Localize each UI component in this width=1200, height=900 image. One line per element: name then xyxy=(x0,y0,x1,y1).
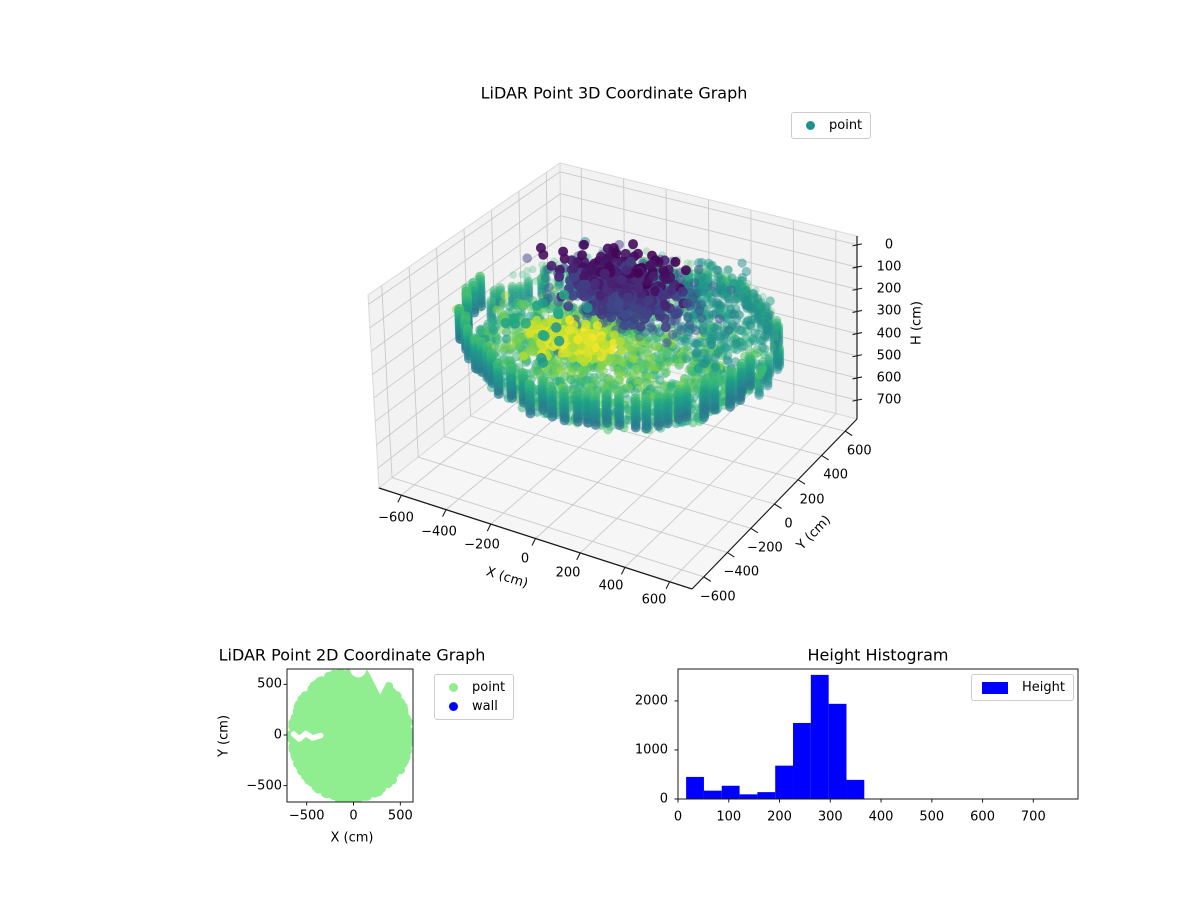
plot3d-x-tick-label: −600 xyxy=(378,512,414,525)
plot2d-legend: point wall xyxy=(434,674,514,720)
plot3d-y-tick-label: −200 xyxy=(747,542,783,555)
plot3d-h-tick-label: 600 xyxy=(877,371,902,384)
plot2d-x-tick-label: −500 xyxy=(289,809,325,822)
hist-legend-marker-swatch xyxy=(982,682,1008,694)
plot3d-x-tick-label: −200 xyxy=(464,539,500,552)
plot3d-x-tick-label: −400 xyxy=(421,525,457,538)
plot2d-y-tick-label: 500 xyxy=(257,678,282,691)
plot3d-y-tick-label: −600 xyxy=(700,590,736,603)
plot2d-legend-label: point xyxy=(472,680,505,695)
plot3d-legend-item: point xyxy=(800,116,862,135)
plot2d-legend-item: wall xyxy=(443,697,505,716)
plot3d-h-tick-label: 300 xyxy=(877,305,902,318)
plot3d-h-tick-label: 500 xyxy=(877,349,902,362)
plot3d-h-tick-label: 200 xyxy=(877,283,902,296)
hist-x-tick-label: 300 xyxy=(818,810,843,823)
hist-x-tick-label: 200 xyxy=(767,810,792,823)
plot3d-h-tick-label: 100 xyxy=(877,261,902,274)
plot2d-legend-marker-dot xyxy=(449,683,458,692)
plot3d-x-tick-label: 200 xyxy=(556,566,581,579)
hist-x-tick-label: 700 xyxy=(1021,810,1046,823)
plot3d-y-tick-label: 200 xyxy=(800,493,825,506)
plot2d-legend-label: wall xyxy=(472,699,498,714)
hist-title: Height Histogram xyxy=(808,646,949,665)
hist-y-tick-label: 1000 xyxy=(635,743,668,756)
plot3d-title: LiDAR Point 3D Coordinate Graph xyxy=(481,84,748,103)
plot3d-legend: point xyxy=(791,112,871,139)
plot2d-x-tick-label: 500 xyxy=(388,809,413,822)
hist-legend: Height xyxy=(971,674,1074,701)
plots-canvas xyxy=(0,0,1200,900)
plot3d-y-tick-label: 400 xyxy=(823,469,848,482)
plot2d-x-axis-label: X (cm) xyxy=(331,831,374,846)
hist-x-tick-label: 100 xyxy=(716,810,741,823)
plot2d-y-tick-label: −500 xyxy=(246,779,282,792)
plot3d-y-tick-label: 0 xyxy=(784,517,792,530)
hist-x-tick-label: 500 xyxy=(919,810,944,823)
plot3d-x-tick-label: 0 xyxy=(521,553,529,566)
hist-x-tick-label: 600 xyxy=(970,810,995,823)
plot3d-h-tick-label: 400 xyxy=(877,327,902,340)
plot3d-h-tick-label: 0 xyxy=(885,238,893,251)
hist-x-tick-label: 0 xyxy=(674,810,682,823)
plot3d-x-tick-label: 600 xyxy=(642,593,667,606)
plot2d-x-tick-label: 0 xyxy=(349,809,357,822)
plot3d-h-axis-label: H (cm) xyxy=(910,301,925,345)
hist-legend-item: Height xyxy=(980,678,1065,697)
plot3d-x-tick-label: 400 xyxy=(599,580,624,593)
plot3d-h-tick-label: 700 xyxy=(877,394,902,407)
matplotlib-figure: −600−400−2000200400600−600−400−200020040… xyxy=(0,0,1200,900)
plot3d-y-tick-label: −400 xyxy=(723,566,759,579)
plot3d-y-tick-label: 600 xyxy=(847,444,872,457)
plot3d-legend-marker-dot xyxy=(806,121,815,130)
hist-legend-label: Height xyxy=(1022,680,1065,695)
hist-y-tick-label: 2000 xyxy=(635,694,668,707)
plot2d-y-tick-label: 0 xyxy=(274,728,282,741)
plot2d-y-axis-label: Y (cm) xyxy=(217,715,232,757)
plot2d-legend-marker-dot xyxy=(449,702,458,711)
hist-y-tick-label: 0 xyxy=(660,793,668,806)
plot2d-title: LiDAR Point 2D Coordinate Graph xyxy=(219,646,486,665)
plot2d-legend-item: point xyxy=(443,678,505,697)
plot3d-legend-label: point xyxy=(829,118,862,133)
hist-x-tick-label: 400 xyxy=(869,810,894,823)
